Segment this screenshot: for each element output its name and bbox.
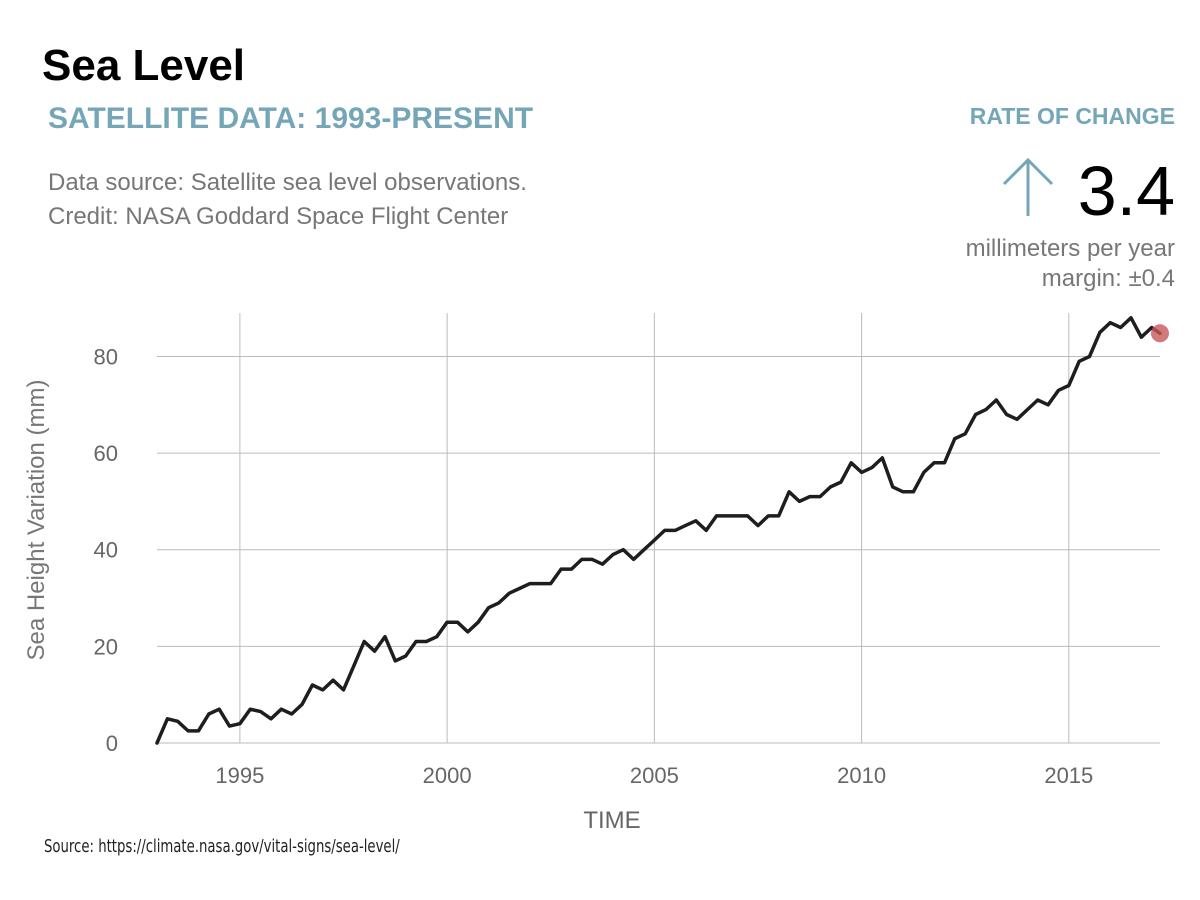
y-tick-label: 20 (94, 634, 118, 659)
rate-margin: margin: ±0.4 (1042, 265, 1175, 292)
y-tick-label: 80 (94, 344, 118, 369)
x-axis-label: TIME (583, 807, 640, 834)
rate-heading: RATE OF CHANGE (970, 103, 1175, 129)
chart-title: Sea Level (42, 41, 245, 90)
source-line: Data source: Satellite sea level observa… (48, 169, 527, 196)
rate-value: 3.4 (1078, 152, 1175, 230)
rate-unit: millimeters per year (966, 235, 1175, 262)
x-tick-label: 2005 (630, 763, 679, 788)
x-tick-label: 2000 (423, 763, 472, 788)
x-tick-label: 2010 (837, 763, 886, 788)
x-tick-label: 2015 (1044, 763, 1093, 788)
y-axis-label: Sea Height Variation (mm) (23, 380, 50, 661)
x-tick-label: 1995 (215, 763, 264, 788)
up-arrow (1002, 157, 1054, 216)
y-tick-label: 60 (94, 441, 118, 466)
y-tick-label: 40 (94, 538, 118, 563)
end-marker (1151, 324, 1169, 343)
sea-level-line (155, 316, 1162, 745)
source-line: Credit: NASA Goddard Space Flight Center (48, 203, 508, 230)
chart-subtitle: SATELLITE DATA: 1993-PRESENT (48, 102, 533, 135)
footnote: Source: https://climate.nasa.gov/vital-s… (44, 836, 400, 857)
y-tick-label: 0 (106, 731, 118, 756)
